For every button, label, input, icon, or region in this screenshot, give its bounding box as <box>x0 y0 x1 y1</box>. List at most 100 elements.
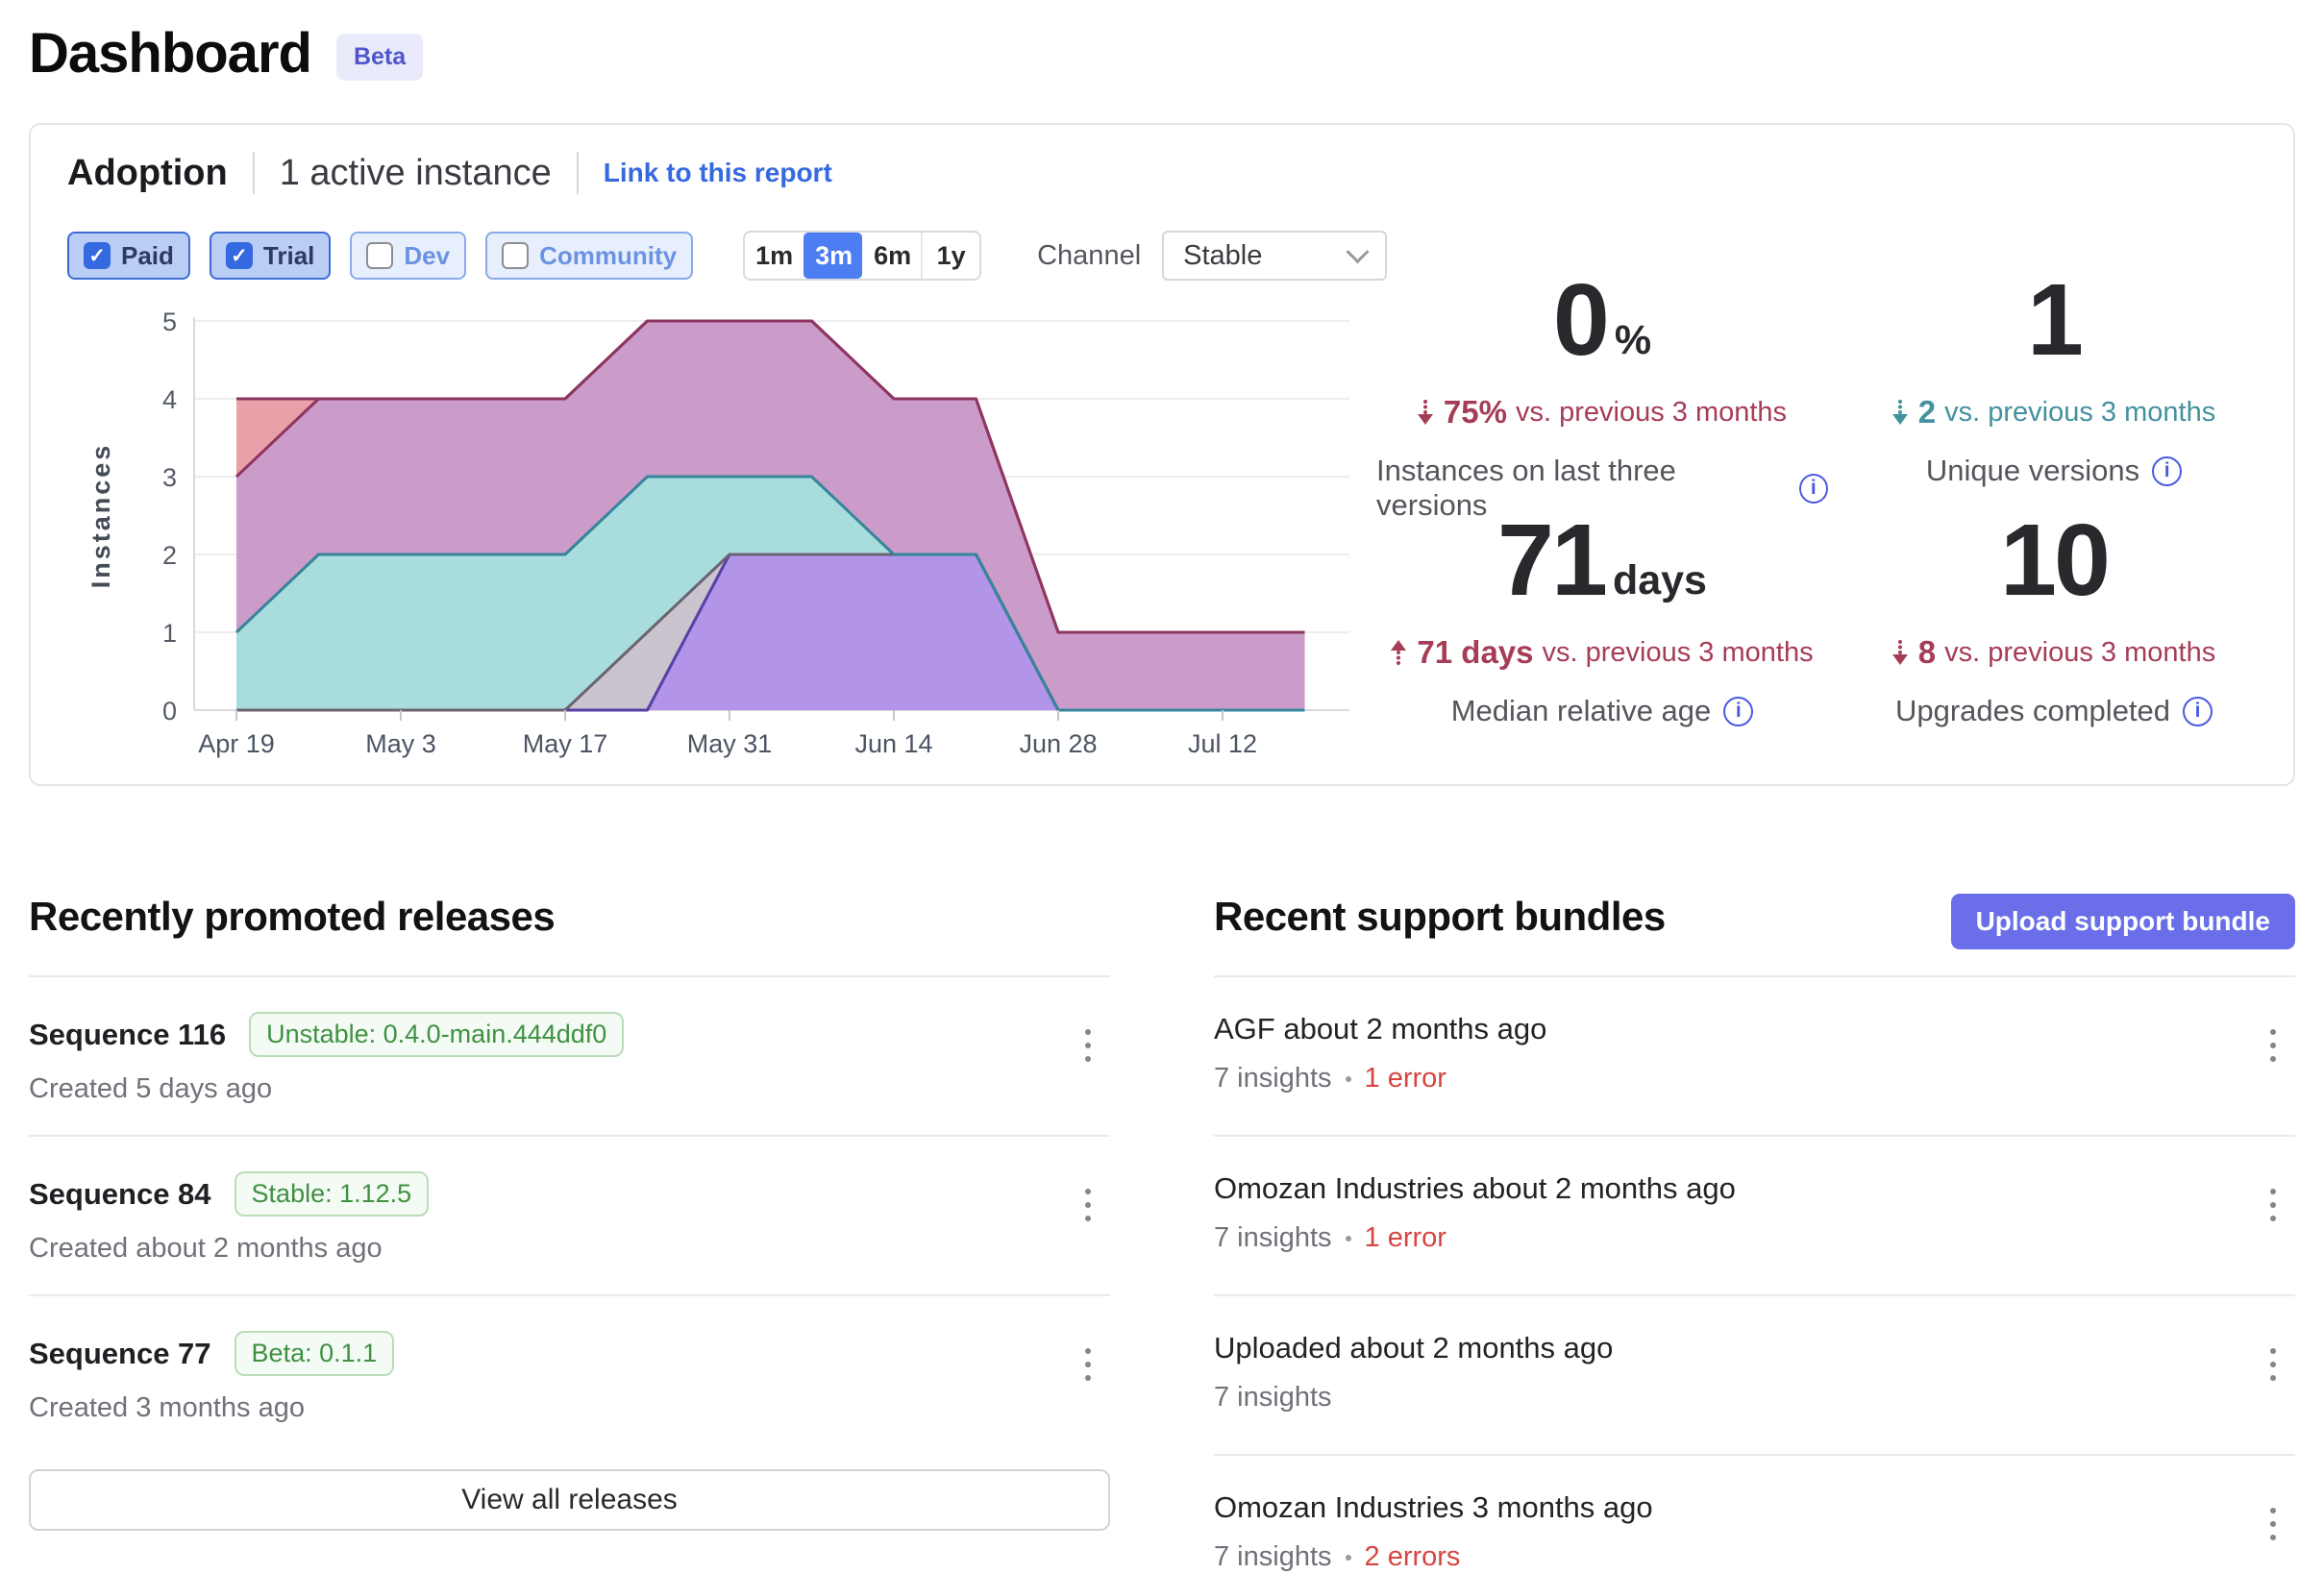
range-button-3m[interactable]: 3m <box>804 233 863 279</box>
stat-caption-text: Unique versions <box>1925 454 2140 487</box>
filter-chip-label: Community <box>539 240 678 270</box>
release-row[interactable]: Sequence 84 Stable: 1.12.5 Created about 2… <box>29 1135 1110 1294</box>
checkbox-unchecked-icon <box>502 242 530 269</box>
kebab-menu-icon[interactable] <box>1079 1342 1097 1387</box>
stat-delta: 2 vs. previous 3 months <box>1891 394 2216 430</box>
svg-text:Jun 14: Jun 14 <box>854 729 932 758</box>
release-name: Sequence 84 <box>29 1176 211 1211</box>
svg-text:3: 3 <box>162 463 177 492</box>
bundle-meta: 7 insights 2 errors <box>1214 1541 2295 1573</box>
filter-chip-dev[interactable]: Dev <box>350 232 467 280</box>
filter-chip-paid[interactable]: ✓ Paid <box>67 232 190 280</box>
trend-down-icon <box>1891 400 1908 425</box>
bundle-row[interactable]: Uploaded about 2 months ago 7 insights <box>1214 1294 2295 1454</box>
filter-chip-community[interactable]: Community <box>485 232 694 280</box>
stat-caption-text: Upgrades completed <box>1894 694 2171 727</box>
releases-title: Recently promoted releases <box>29 894 556 939</box>
stat-delta-value: 75% <box>1443 394 1507 430</box>
checkbox-checked-icon: ✓ <box>84 242 111 269</box>
page-title: Dashboard <box>29 22 312 85</box>
bundle-row[interactable]: AGF about 2 months ago 7 insights 1 error <box>1214 975 2295 1135</box>
upload-support-bundle-button[interactable]: Upload support bundle <box>1950 894 2295 949</box>
kebab-menu-icon[interactable] <box>1079 1023 1097 1068</box>
dot-separator <box>1345 1235 1351 1242</box>
range-button-6m[interactable]: 6m <box>874 240 912 270</box>
adoption-card-header: Adoption 1 active instance Link to this … <box>67 152 832 194</box>
svg-text:2: 2 <box>162 541 177 570</box>
adoption-title: Adoption <box>67 152 228 193</box>
kebab-menu-icon[interactable] <box>2264 1023 2282 1068</box>
stat-value: 0 <box>1552 263 1610 377</box>
kebab-menu-icon[interactable] <box>1079 1183 1097 1227</box>
svg-text:May 31: May 31 <box>687 729 773 758</box>
release-version-badge: Beta: 0.1.1 <box>234 1331 395 1376</box>
beta-badge: Beta <box>335 34 424 81</box>
bundles-header: Recent support bundles Upload support bu… <box>1214 894 2295 975</box>
stat-cell: 10 8 vs. previous 3 months Upgrades complet… <box>1828 473 2280 727</box>
info-icon[interactable]: i <box>1798 473 1828 504</box>
bundle-name: Omozan Industries 3 months ago <box>1214 1490 1653 1524</box>
filter-chip-label: Dev <box>404 240 451 270</box>
stat-cell: 1 2 vs. previous 3 months Unique versions i <box>1828 233 2280 487</box>
stat-cell: 0% 75% vs. previous 3 months Instances on l… <box>1376 233 1828 522</box>
svg-text:Jul 12: Jul 12 <box>1188 729 1257 758</box>
view-all-releases-button[interactable]: View all releases <box>29 1469 1110 1531</box>
stat-caption-text: Instances on last three versions <box>1376 454 1676 522</box>
stat-value: 71 <box>1497 504 1608 617</box>
stat-delta-suffix: vs. previous 3 months <box>1542 636 1814 668</box>
stat-delta: 8 vs. previous 3 months <box>1891 634 2216 671</box>
active-instance-count: 1 active instance <box>279 152 552 193</box>
release-version-badge: Unstable: 0.4.0-main.444ddf0 <box>249 1012 625 1057</box>
dot-separator <box>1345 1075 1351 1082</box>
stat-number: 0% <box>1553 269 1651 371</box>
stat-caption: Unique versions i <box>1925 454 2183 488</box>
channel-select[interactable]: Stable <box>1162 231 1388 281</box>
filter-chip-trial[interactable]: ✓ Trial <box>209 232 332 280</box>
stat-caption-text: Median relative age <box>1450 694 1712 727</box>
info-icon[interactable]: i <box>2183 696 2213 726</box>
release-list: Sequence 116 Unstable: 0.4.0-main.444ddf0… <box>29 975 1110 1454</box>
chevron-down-icon <box>1346 239 1370 263</box>
channel-control: Channel Stable <box>1037 231 1388 281</box>
release-name: Sequence 77 <box>29 1336 211 1370</box>
stat-number: 71 days <box>1497 509 1707 611</box>
stat-delta-value: 8 <box>1917 634 1937 670</box>
info-icon[interactable]: i <box>2152 455 2183 486</box>
svg-text:Jun 28: Jun 28 <box>1019 729 1097 758</box>
kebab-menu-icon[interactable] <box>2264 1183 2282 1227</box>
trend-down-icon <box>1417 400 1433 425</box>
time-range-group: 1m 3m 6m 1y <box>743 231 982 281</box>
stat-value: 1 <box>2027 263 2084 377</box>
trend-up-icon <box>1391 640 1407 665</box>
line-version-teal <box>235 475 1305 712</box>
adoption-card: Adoption 1 active instance Link to this … <box>29 123 2295 786</box>
stat-delta-value: 2 <box>1917 394 1937 430</box>
range-button-1y[interactable]: 1y <box>921 233 979 279</box>
bundle-errors: 1 error <box>1364 1063 1446 1094</box>
stat-caption: Upgrades completed i <box>1895 694 2213 728</box>
stat-delta-suffix: vs. previous 3 months <box>1944 396 2216 428</box>
bundle-insights: 7 insights <box>1214 1382 1332 1413</box>
release-created: Created 3 months ago <box>29 1392 305 1423</box>
stat-delta: 75% vs. previous 3 months <box>1417 394 1787 430</box>
release-name: Sequence 116 <box>29 1017 227 1051</box>
link-to-report[interactable]: Link to this report <box>603 158 832 187</box>
release-row[interactable]: Sequence 116 Unstable: 0.4.0-main.444ddf0… <box>29 975 1110 1135</box>
range-button-1m[interactable]: 1m <box>755 240 794 270</box>
svg-text:Apr 19: Apr 19 <box>198 729 275 758</box>
bundle-insights: 7 insights <box>1214 1222 1332 1253</box>
stat-delta-suffix: vs. previous 3 months <box>1944 636 2216 668</box>
release-row[interactable]: Sequence 77 Beta: 0.1.1 Created 3 months a… <box>29 1294 1110 1454</box>
kebab-menu-icon[interactable] <box>2264 1342 2282 1387</box>
stat-unit: % <box>1614 317 1652 363</box>
stat-cell: 71 days 71 days vs. previous 3 months Median… <box>1376 473 1828 727</box>
adoption-controls: ✓ Paid ✓ Trial Dev Community 1m 3m 6m 1y Channel… <box>67 231 1388 281</box>
bundle-row[interactable]: Omozan Industries 3 months ago 7 insights… <box>1214 1454 2295 1574</box>
bundle-row[interactable]: Omozan Industries about 2 months ago 7 in… <box>1214 1135 2295 1294</box>
kebab-menu-icon[interactable] <box>2264 1502 2282 1546</box>
info-icon[interactable]: i <box>1723 696 1754 726</box>
svg-text:4: 4 <box>162 385 177 414</box>
bundle-insights: 7 insights <box>1214 1541 1332 1572</box>
stat-value: 10 <box>2000 504 2111 617</box>
checkbox-checked-icon: ✓ <box>225 242 253 269</box>
